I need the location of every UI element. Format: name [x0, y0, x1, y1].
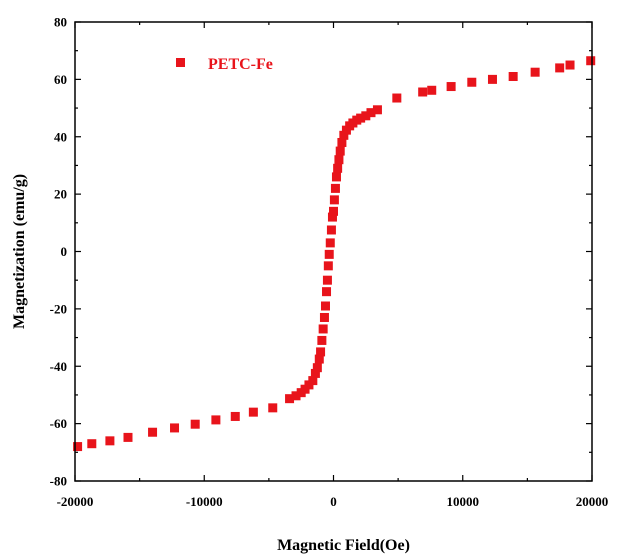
data-point — [248, 407, 258, 417]
y-tick-label: 0 — [61, 244, 68, 259]
data-point — [418, 87, 428, 97]
y-tick-label: 80 — [54, 15, 67, 30]
legend-label: PETC-Fe — [208, 56, 273, 73]
data-point — [372, 105, 382, 115]
data-point — [329, 206, 338, 216]
data-point — [339, 130, 349, 140]
data-point — [322, 287, 332, 297]
data-point — [268, 403, 278, 413]
y-tick-label: -80 — [50, 474, 67, 489]
y-tick-label: -20 — [50, 301, 67, 316]
data-point — [508, 72, 518, 82]
data-point — [327, 212, 337, 222]
data-point — [467, 77, 477, 87]
data-point — [565, 60, 575, 70]
data-point — [312, 363, 322, 373]
data-point — [123, 432, 133, 442]
data-point — [586, 56, 596, 66]
data-point — [320, 301, 330, 311]
data-point — [324, 249, 334, 259]
data-point — [427, 85, 437, 95]
data-point — [190, 419, 200, 429]
x-axis-title: Magnetic Field(Oe) — [277, 537, 410, 554]
y-tick-label: -40 — [50, 359, 67, 374]
data-point — [170, 423, 180, 433]
x-tick-label: -20000 — [57, 494, 94, 509]
y-tick-label: 60 — [54, 72, 67, 87]
data-point — [322, 275, 332, 285]
data-point — [334, 155, 344, 165]
data-point — [361, 111, 371, 121]
data-point — [323, 261, 333, 271]
data-point — [314, 354, 324, 364]
x-tick-label: 20000 — [576, 494, 609, 509]
data-points — [73, 56, 596, 452]
y-tick-label: -60 — [50, 416, 67, 431]
data-point — [87, 439, 97, 449]
data-point — [211, 415, 221, 425]
x-tick-label: 10000 — [447, 494, 480, 509]
data-point — [319, 312, 329, 322]
data-point — [310, 368, 320, 378]
data-point — [308, 376, 318, 386]
x-tick-label: 0 — [330, 494, 337, 509]
data-point — [356, 113, 366, 123]
data-point — [316, 347, 326, 357]
data-point — [333, 163, 343, 173]
data-point — [487, 74, 497, 84]
data-point — [330, 183, 340, 193]
legend: PETC-Fe — [176, 56, 273, 73]
data-point — [291, 391, 301, 401]
data-point — [530, 67, 540, 77]
y-tick-label: 40 — [54, 129, 67, 144]
data-point — [326, 225, 336, 235]
data-point — [317, 335, 327, 345]
x-tick-label: -10000 — [186, 494, 223, 509]
data-point — [555, 63, 565, 73]
legend-marker — [176, 58, 185, 67]
y-axis-title: Magnetization (emu/g) — [11, 174, 28, 329]
data-point — [230, 411, 240, 421]
data-point — [318, 324, 328, 334]
data-point — [392, 93, 402, 103]
data-point — [285, 394, 295, 404]
data-point — [366, 108, 376, 118]
plot-frame — [74, 21, 593, 482]
data-point — [335, 146, 345, 156]
data-point — [329, 195, 339, 205]
data-point — [337, 137, 347, 147]
data-point — [148, 427, 158, 437]
data-point — [325, 238, 335, 248]
data-point — [73, 442, 83, 452]
y-tick-label: 20 — [54, 187, 67, 202]
data-point — [331, 172, 341, 182]
tick-labels: -20000 -10000 0 10000 20000 -80 -60 -40 -20 0 20 40… — [50, 15, 609, 510]
data-point — [105, 436, 115, 446]
data-point — [446, 82, 456, 92]
